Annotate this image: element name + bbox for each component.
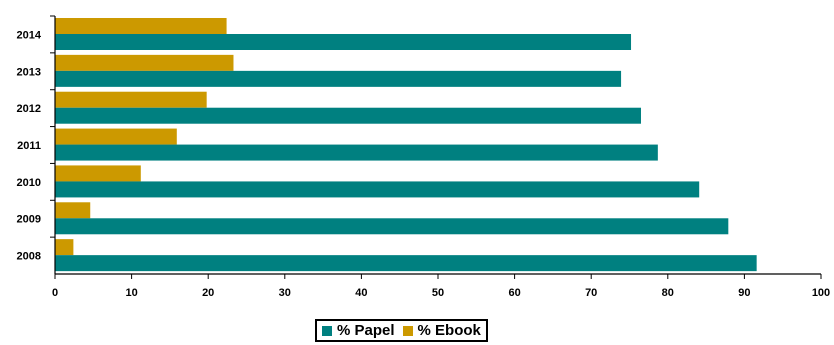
x-tick-label-80: 80 [662,287,674,299]
bar-ebook-2009 [55,202,91,219]
y-tick-label-2014: 2014 [17,29,42,41]
x-tick-label-30: 30 [279,287,291,299]
bar-papel-2012 [55,107,641,124]
x-tick-label-100: 100 [812,287,830,299]
y-tick-label-2008: 2008 [17,251,41,263]
legend-label-ebook: % Ebook [417,322,481,339]
x-tick-label-90: 90 [738,287,750,299]
bar-ebook-2014 [55,18,227,34]
y-tick-label-2009: 2009 [17,214,41,226]
bar-ebook-2013 [55,54,234,71]
bar-papel-2008 [55,255,757,272]
axes-layer: 2014 2013 2012 2011 2010 2009 2008 0 10 20 30 40 50 6… [17,15,830,299]
x-tick-label-0: 0 [52,287,58,299]
legend-label-papel: % Papel [337,322,395,339]
bar-ebook-2010 [55,165,141,182]
y-tick-label-2010: 2010 [17,177,41,189]
legend-swatch-ebook [402,325,413,336]
x-tick-label-20: 20 [202,287,214,299]
y-tick-label-2011: 2011 [17,140,41,152]
x-tick-label-40: 40 [355,287,367,299]
bar-papel-2011 [55,144,658,161]
x-tick-label-10: 10 [125,287,137,299]
legend-item-ebook: % Ebook [402,322,481,339]
legend-swatch-papel [322,325,332,336]
bar-papel-2009 [55,218,729,235]
bar-papel-2013 [55,70,622,87]
y-tick-label-2012: 2012 [17,103,41,115]
bar-ebook-2012 [55,91,207,108]
bar-ebook-2008 [55,239,74,256]
bar-papel-2010 [55,181,700,198]
x-tick-label-70: 70 [585,287,597,299]
bar-papel-2014 [55,34,632,50]
legend-item-papel: % Papel [322,322,395,339]
bars-layer [55,18,757,272]
bar-ebook-2011 [55,128,177,145]
x-tick-label-60: 60 [508,287,520,299]
legend: % Papel % Ebook [315,319,488,342]
x-tick-label-50: 50 [432,287,444,299]
y-tick-label-2013: 2013 [17,66,41,78]
